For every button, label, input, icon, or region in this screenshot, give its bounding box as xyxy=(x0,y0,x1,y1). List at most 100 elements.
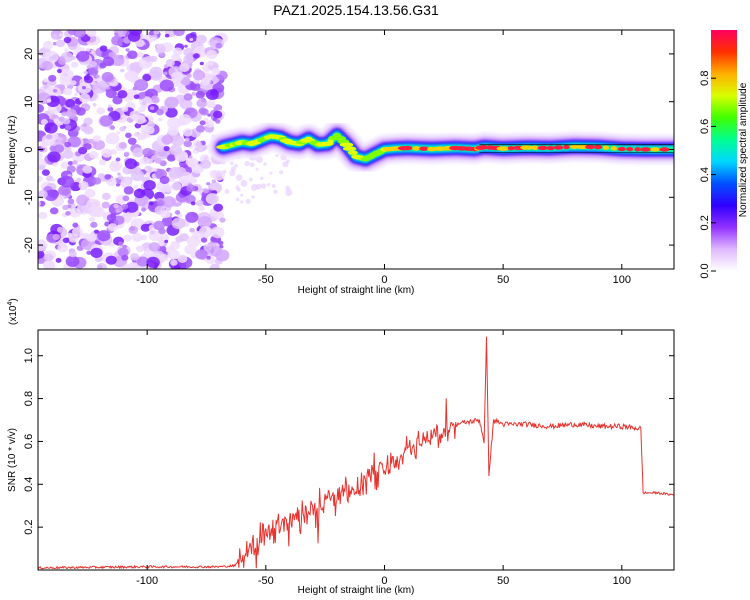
heatmap-cell xyxy=(57,84,66,91)
heatmap-cell xyxy=(179,63,190,72)
heatmap-cell xyxy=(211,179,217,184)
heatmap-cell xyxy=(76,177,82,183)
heatmap-cell xyxy=(65,124,72,130)
x-tick-label: 0 xyxy=(381,274,387,286)
heatmap-cell xyxy=(240,193,244,197)
heatmap-cell xyxy=(137,52,144,58)
heatmap-cell xyxy=(62,204,69,211)
heatmap-cell xyxy=(106,213,117,222)
x-tick-label: 100 xyxy=(613,575,631,587)
ridge-peak xyxy=(593,144,603,150)
ridge-peak xyxy=(563,144,570,150)
heatmap-cell xyxy=(181,98,186,102)
heatmap-cell xyxy=(83,143,92,150)
heatmap-cell xyxy=(64,48,69,52)
spectrogram-xlabel: Height of straight line (km) xyxy=(298,285,415,296)
heatmap-cell xyxy=(110,149,118,155)
ridge-peak xyxy=(537,145,548,151)
colorbar-tick-label: 0.4 xyxy=(699,167,711,182)
heatmap-cell xyxy=(122,195,130,202)
heatmap-cell xyxy=(205,120,215,128)
heatmap-cell xyxy=(48,74,57,82)
heatmap-cell xyxy=(140,207,147,212)
heatmap-cell xyxy=(163,146,170,152)
colorbar-tick-label: 0.6 xyxy=(699,119,711,134)
heatmap-cell xyxy=(273,189,278,195)
ridge-peak xyxy=(650,147,660,152)
heatmap-cell xyxy=(105,88,117,99)
heatmap-cell xyxy=(199,61,204,66)
snr-panel: -100 -50 0 50 100 0.2 0.4 0.6 0.8 1.0 Height of s… xyxy=(7,298,675,596)
heatmap-cell xyxy=(108,104,112,108)
heatmap-cell xyxy=(195,90,205,99)
heatmap-cell xyxy=(235,197,240,202)
heatmap-cell xyxy=(59,68,74,81)
heatmap-cell xyxy=(99,62,107,69)
heatmap-cell xyxy=(123,186,134,195)
heatmap-cell xyxy=(200,108,209,116)
heatmap-cell xyxy=(124,158,138,170)
ridge-peak xyxy=(610,146,618,151)
heatmap-cell xyxy=(112,96,123,105)
heatmap-cell xyxy=(184,222,190,226)
heatmap-cell xyxy=(73,93,78,97)
heatmap-cell xyxy=(166,246,174,253)
ridge-peak xyxy=(412,146,420,151)
heatmap-cell xyxy=(58,116,65,122)
heatmap-cell xyxy=(140,234,148,241)
heatmap-cell xyxy=(120,114,127,119)
heatmap-cell xyxy=(188,155,193,159)
heatmap-cell xyxy=(65,255,80,268)
heatmap-cell xyxy=(46,134,53,140)
heatmap-cell xyxy=(170,181,182,191)
heatmap-cell xyxy=(215,249,230,262)
heatmap-cell xyxy=(184,244,197,255)
heatmap-cell xyxy=(230,161,234,166)
heatmap-cell xyxy=(69,207,81,218)
heatmap-cell xyxy=(240,179,248,187)
heatmap-cell xyxy=(230,166,237,172)
heatmap-cell xyxy=(134,79,149,91)
heatmap-cell xyxy=(55,257,62,263)
heatmap-cell xyxy=(205,89,219,100)
heatmap-cell xyxy=(266,182,271,187)
heatmap-cell xyxy=(65,108,77,118)
x-tick-label: -50 xyxy=(258,274,274,286)
heatmap-cell xyxy=(183,54,194,64)
heatmap-cell xyxy=(260,183,267,189)
heatmap-cell xyxy=(101,192,111,201)
heatmap-cell xyxy=(121,254,129,261)
heatmap-cell xyxy=(68,250,77,258)
heatmap-cell xyxy=(224,189,230,194)
y-tick-label: -20 xyxy=(23,237,35,253)
heatmap-cell xyxy=(116,131,121,135)
heatmap-cell xyxy=(56,69,62,74)
heatmap-cell xyxy=(39,141,48,149)
heatmap-cell xyxy=(81,85,86,90)
heatmap-cell xyxy=(205,193,220,205)
ridge-peak xyxy=(339,142,354,147)
heatmap-cell xyxy=(60,106,66,111)
heatmap-cell xyxy=(260,176,264,180)
heatmap-cell xyxy=(101,201,110,209)
heatmap-cell xyxy=(222,169,227,174)
heatmap-cell xyxy=(118,241,124,246)
heatmap-cell xyxy=(213,110,223,119)
heatmap-cell xyxy=(92,82,107,94)
heatmap-cell xyxy=(44,50,59,63)
heatmap-cell xyxy=(133,188,146,199)
heatmap-cell xyxy=(86,250,92,255)
heatmap-cell xyxy=(159,79,174,92)
heatmap-cell xyxy=(62,237,70,244)
heatmap-cell xyxy=(160,210,171,219)
heatmap-cell xyxy=(186,73,192,78)
heatmap-cell xyxy=(114,32,119,36)
heatmap-cell xyxy=(118,142,127,149)
heatmap-cell xyxy=(110,160,120,168)
heatmap-cell xyxy=(115,183,120,187)
heatmap-cell xyxy=(285,189,293,197)
heatmap-cell xyxy=(95,75,100,79)
heatmap-cell xyxy=(168,167,183,179)
snr-multiplier: (x104) xyxy=(7,298,19,325)
